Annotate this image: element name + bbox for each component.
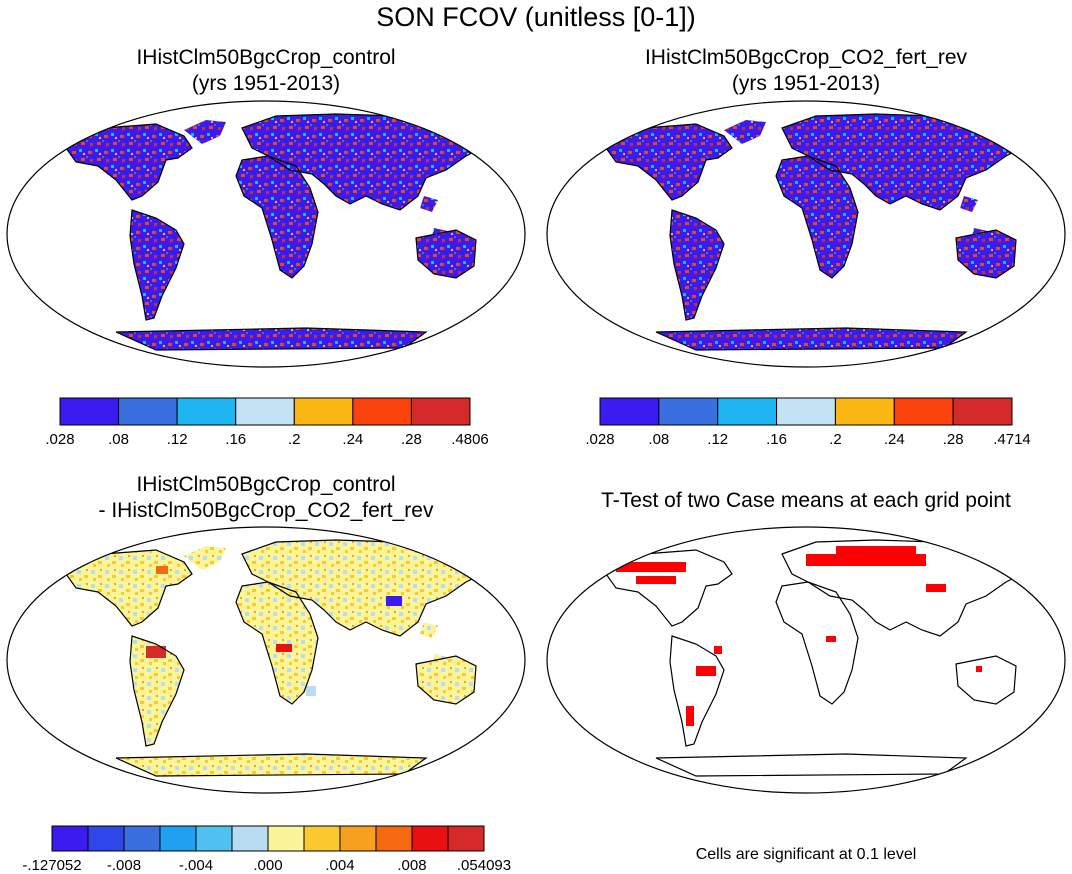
map-border (6, 100, 526, 368)
colorbar-box (352, 397, 412, 426)
panel-3-title: IHistClm50BgcCrop_control - IHistClm50Bg… (46, 472, 486, 524)
panel-1-subtitle: (yrs 1951-2013) (191, 72, 341, 95)
colorbar-tick-label: .24 (342, 431, 363, 448)
colorbar-box (375, 825, 413, 852)
significant-cells (926, 584, 946, 592)
map-panel-co2-fert-rev (546, 100, 1066, 368)
colorbar-tick-label: .12 (167, 431, 188, 448)
colorbar-tick-label: .28 (943, 431, 964, 448)
colorbar-box (159, 825, 197, 852)
significant-cells (696, 666, 716, 676)
difference-hotspot (146, 646, 166, 658)
map-border (546, 100, 1066, 368)
colorbar-box (339, 825, 377, 852)
significant-cells (836, 546, 916, 554)
colorbar-box (235, 397, 295, 426)
colorbar-tick-label: .054093 (457, 857, 511, 874)
colorbar-tick-label: .028 (45, 431, 74, 448)
figure-title: SON FCOV (unitless [0-1]) (376, 2, 696, 32)
panel-2-subtitle: (yrs 1951-2013) (731, 72, 881, 95)
colorbar-tick-label: .4714 (993, 431, 1031, 448)
significance-note: Cells are significant at 0.1 level (695, 846, 917, 863)
colorbar-box (176, 397, 237, 426)
colorbar-box (303, 825, 341, 852)
panel-1-title-line1: IHistClm50BgcCrop_control (136, 46, 396, 69)
colorbar-box (658, 397, 719, 426)
map-panel-control (6, 100, 526, 368)
colorbar-box (59, 397, 120, 426)
colorbar-box (410, 397, 471, 426)
significant-cells (806, 554, 926, 566)
significant-cells (686, 706, 694, 726)
panel-2-title-line1: IHistClm50BgcCrop_CO2_fert_rev (644, 46, 968, 69)
colorbar-box (87, 825, 125, 852)
significant-cells (616, 562, 686, 572)
map-border (6, 526, 526, 794)
panel-1-title: IHistClm50BgcCrop_control (yrs 1951-2013… (66, 45, 466, 97)
colorbar-box (195, 825, 233, 852)
significant-cells (714, 646, 722, 654)
colorbar-tick-label: -.008 (107, 857, 141, 874)
colorbar-box (293, 397, 354, 426)
map-border (546, 526, 1066, 794)
colorbar-box (717, 397, 778, 426)
panel-2-title: IHistClm50BgcCrop_CO2_fert_rev (yrs 1951… (606, 45, 1006, 97)
colorbar-box (118, 397, 178, 426)
panel-4-title: T-Test of two Case means at each grid po… (601, 489, 1011, 512)
colorbar-tick-label: .16 (225, 431, 246, 448)
colorbar-tick-label: .028 (585, 431, 614, 448)
panel-3-subtitle: - IHistClm50BgcCrop_CO2_fert_rev (98, 499, 434, 522)
colorbar-box (834, 397, 895, 426)
colorbar-tick-label: .008 (397, 857, 426, 874)
colorbar-control: .028 .08 .12 .16 .2 .24 .28 .4806 (45, 397, 489, 448)
colorbar-box (599, 397, 660, 426)
colorbar-box (51, 825, 89, 852)
colorbar-tick-label: .2 (829, 431, 842, 448)
colorbar-tick-label: .08 (108, 431, 129, 448)
colorbar-tick-label: .004 (325, 857, 354, 874)
colorbar-box (267, 825, 305, 852)
difference-hotspot (386, 596, 402, 606)
colorbar-tick-label: .000 (253, 857, 282, 874)
difference-hotspot (276, 644, 292, 652)
significant-cells (826, 636, 836, 642)
colorbar-tick-label: .16 (766, 431, 787, 448)
colorbar-tick-label: -.004 (179, 857, 213, 874)
colorbar-box (893, 397, 954, 426)
colorbar-difference: -.127052 -.008 -.004 .000 .004 .008 .054093 (22, 825, 511, 874)
colorbar-box (447, 825, 485, 852)
colorbar-box (411, 825, 449, 852)
colorbar-tick-label: -.127052 (22, 857, 81, 874)
significant-cells (976, 666, 982, 672)
colorbar-box (231, 825, 269, 852)
significant-cells (636, 576, 676, 584)
map-panel-ttest (546, 526, 1066, 794)
map-panel-difference (6, 526, 526, 794)
colorbar-tick-label: .28 (401, 431, 422, 448)
difference-hotspot (156, 566, 168, 574)
colorbar-tick-label: .12 (707, 431, 728, 448)
difference-hotspot (306, 686, 316, 696)
colorbar-box (952, 397, 1013, 426)
colorbar-co2-fert-rev: .028 .08 .12 .16 .2 .24 .28 .4714 (585, 397, 1031, 448)
colorbar-tick-label: .4806 (451, 431, 489, 448)
colorbar-box (123, 825, 161, 852)
panel-3-title-line1: IHistClm50BgcCrop_control (136, 473, 396, 496)
colorbar-tick-label: .24 (884, 431, 905, 448)
colorbar-box (776, 397, 836, 426)
colorbar-tick-label: .2 (288, 431, 301, 448)
colorbar-tick-label: .08 (648, 431, 669, 448)
